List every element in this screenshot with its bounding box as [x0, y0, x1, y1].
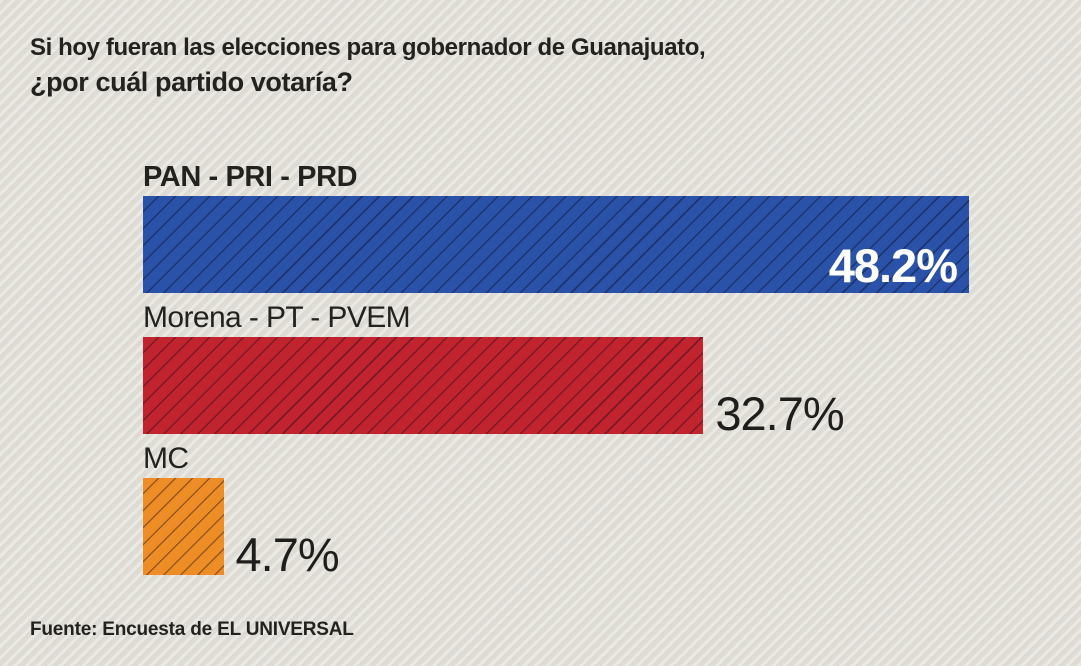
bar: 48.2% [143, 196, 969, 293]
bar-value: 4.7% [235, 528, 340, 582]
bar-chart: PAN - PRI - PRD 48.2% Morena - PT - PVEM… [143, 158, 969, 582]
bar-value: 48.2% [828, 239, 958, 293]
chart-title-line2: ¿por cuál partido votaría? [30, 66, 353, 97]
bar-line: 4.7% [143, 478, 969, 582]
bar-label: PAN - PRI - PRD [143, 161, 358, 193]
bar-row: MC 4.7% [143, 440, 969, 582]
bar-value: 32.7% [715, 387, 844, 441]
bar-row: PAN - PRI - PRD 48.2% [143, 158, 969, 293]
source-note: Fuente: Encuesta de EL UNIVERSAL [30, 619, 354, 640]
bar-row: Morena - PT - PVEM 32.7% [143, 299, 969, 441]
bar-line: 32.7% [143, 337, 969, 441]
bar-line: 48.2% [143, 196, 969, 293]
bar-label: Morena - PT - PVEM [143, 301, 411, 334]
chart-title-line1: Si hoy fueran las elecciones para gobern… [30, 34, 706, 61]
bar [143, 478, 224, 575]
chart-title: Si hoy fueran las elecciones para gobern… [30, 31, 706, 100]
bar-label: MC [143, 442, 189, 475]
bar [143, 337, 704, 434]
